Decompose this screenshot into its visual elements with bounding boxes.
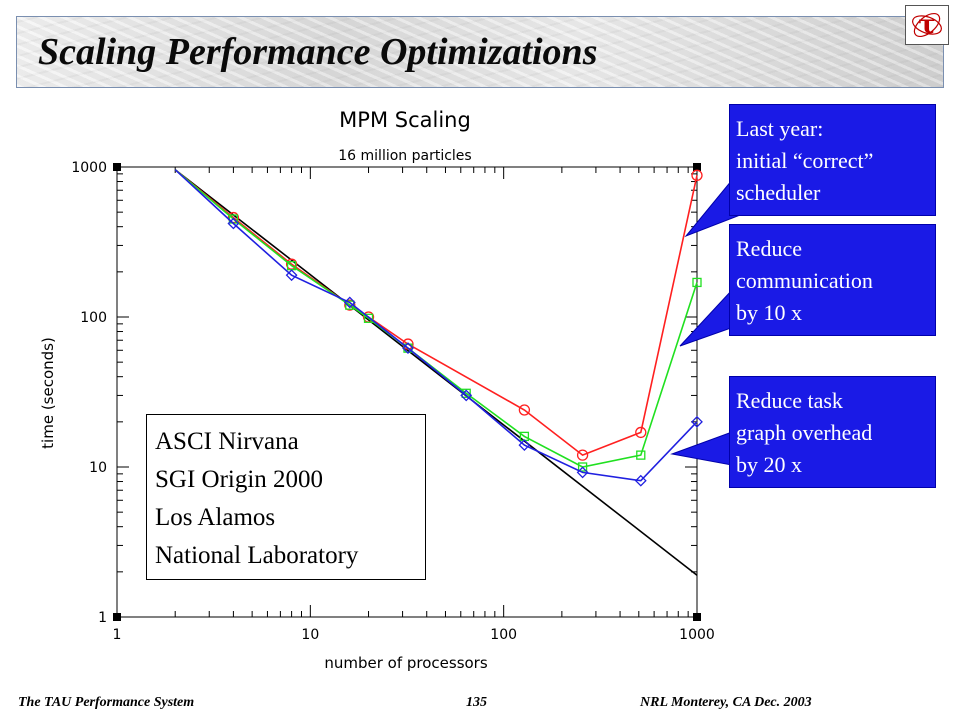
callout-reduce-task-graph: Reduce task graph overhead by 20 x: [729, 376, 936, 488]
y-tick-label: 100: [80, 310, 107, 326]
data-point: [691, 415, 703, 428]
y-tick-label: 1000: [71, 160, 107, 176]
data-point: [636, 450, 646, 460]
chart-title: MPM Scaling: [339, 108, 471, 132]
x-tick-label: 1000: [679, 627, 715, 643]
data-point: [692, 277, 702, 288]
x-tick-label: 10: [301, 627, 319, 643]
data-point: [285, 269, 298, 282]
x-axis-label: number of processors: [324, 654, 488, 672]
title-banner: [16, 16, 944, 88]
data-point: [403, 343, 413, 353]
data-point: [576, 466, 589, 479]
callout-reduce-communication: Reduce communication by 10 x: [729, 224, 936, 336]
data-point: [461, 388, 471, 398]
data-point: [634, 474, 647, 487]
data-point: [576, 449, 589, 461]
page-number: 135: [466, 695, 487, 710]
callout-line: by 10 x: [736, 300, 802, 325]
callout-line: Reduce task: [736, 388, 843, 413]
info-line: National Laboratory: [155, 542, 359, 569]
footer-right: NRL Monterey, CA Dec. 2003: [640, 695, 812, 710]
callout-line: initial “correct”: [736, 148, 874, 173]
callout-line: scheduler: [736, 180, 821, 205]
data-point: [460, 389, 473, 402]
data-point: [691, 169, 703, 181]
data-point: [344, 299, 356, 311]
info-line: ASCI Nirvana: [155, 428, 299, 455]
series-line: [174, 169, 698, 482]
y-tick-label: 10: [89, 460, 107, 476]
data-point: [227, 217, 240, 230]
callout-line: Last year:: [736, 116, 824, 141]
data-point: [363, 313, 374, 323]
footer-left: The TAU Performance System: [18, 695, 195, 710]
data-point: [343, 296, 356, 309]
data-point: [518, 404, 531, 416]
data-point: [635, 426, 647, 439]
slide-title: Scaling Performance Optimizations: [38, 31, 598, 73]
chart-subtitle: 16 million particles: [338, 148, 471, 164]
x-tick-label: 100: [490, 627, 517, 643]
series-3: [174, 169, 703, 487]
info-line: SGI Origin 2000: [155, 466, 324, 493]
data-point: [518, 439, 531, 452]
info-line: Los Alamos: [155, 504, 276, 531]
tau-glyph: τ: [918, 10, 936, 40]
callout-line: graph overhead: [736, 420, 873, 445]
y-axis-label: time (seconds): [39, 337, 57, 449]
data-point: [402, 342, 414, 355]
system-info-box: ASCI Nirvana SGI Origin 2000 Los Alamos …: [146, 414, 426, 580]
callout-line: by 20 x: [736, 452, 802, 477]
plot-frame: [116, 166, 698, 618]
x-tick-label: 1: [113, 627, 122, 643]
callout-line: Reduce: [736, 236, 802, 261]
series-line: [174, 169, 698, 457]
callout-line: communication: [736, 268, 873, 293]
data-point: [577, 462, 588, 472]
tau-logo: τ: [905, 5, 949, 45]
series-line: [174, 169, 698, 576]
series-0: [174, 169, 698, 576]
callout-last-year: Last year: initial “correct” scheduler: [729, 104, 936, 216]
y-tick-label: 1: [98, 610, 107, 626]
